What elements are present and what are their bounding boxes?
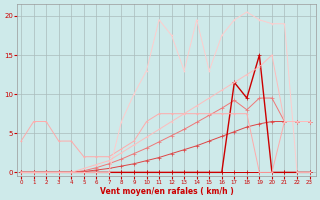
X-axis label: Vent moyen/en rafales ( km/h ): Vent moyen/en rafales ( km/h ) — [100, 187, 234, 196]
